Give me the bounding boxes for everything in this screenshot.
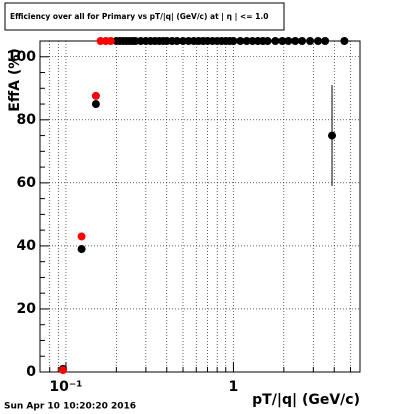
- data-point: [284, 37, 293, 45]
- y-tick-label: 20: [17, 301, 37, 317]
- x-axis-label: pT/|q| (GeV/c): [252, 392, 360, 408]
- data-point: [58, 366, 67, 375]
- data-point: [328, 131, 337, 140]
- data-point: [178, 37, 187, 45]
- data-point: [172, 37, 181, 45]
- y-tick-label: 0: [26, 364, 36, 380]
- data-point: [91, 91, 100, 100]
- chart-title: Efficiency over all for Primary vs pT/|q…: [10, 12, 268, 22]
- y-axis-label: EffA (%): [7, 48, 23, 111]
- x-tick-label: 10⁻¹: [49, 379, 82, 395]
- data-point: [242, 37, 251, 45]
- data-point: [106, 37, 115, 45]
- y-tick-label: 40: [17, 238, 37, 254]
- data-point: [77, 232, 86, 241]
- data-point: [271, 37, 280, 45]
- data-point: [91, 100, 100, 109]
- data-point: [236, 37, 245, 45]
- data-point: [298, 37, 307, 45]
- data-point: [278, 37, 287, 45]
- data-point: [229, 37, 238, 45]
- data-point: [77, 245, 86, 254]
- title-box: [4, 2, 285, 31]
- y-tick-label: 100: [7, 49, 36, 65]
- data-point: [314, 37, 323, 45]
- footer: Sun Apr 10 10:20:20 2016: [4, 402, 136, 412]
- x-tick-label: 1: [229, 379, 239, 395]
- data-point: [263, 37, 272, 45]
- y-tick-label: 60: [17, 175, 37, 191]
- y-tick-label: 80: [17, 112, 37, 128]
- data-point: [321, 37, 330, 45]
- data-point: [340, 37, 349, 45]
- data-point: [291, 37, 300, 45]
- data-point: [306, 37, 315, 45]
